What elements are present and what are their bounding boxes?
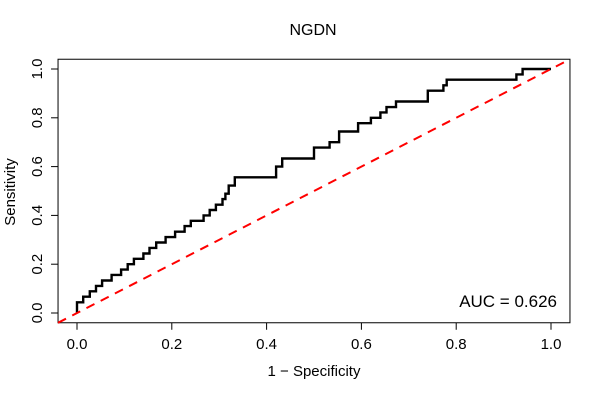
plot-box-border — [57, 58, 571, 324]
y-tick-label: 0.2 — [29, 254, 46, 275]
auc-annotation: AUC = 0.626 — [459, 292, 557, 311]
x-axis-label: 1 − Specificity — [268, 363, 361, 380]
chance-diagonal — [57, 58, 571, 324]
y-axis-label: Sensitivity — [2, 158, 19, 226]
x-tick-label: 0.0 — [67, 336, 88, 353]
chart-title: NGDN — [289, 22, 336, 39]
x-tick-label: 0.8 — [446, 336, 467, 353]
y-tick-label: 1.0 — [29, 59, 46, 80]
y-tick-label: 0.4 — [29, 205, 46, 226]
x-tick-label: 1.0 — [541, 336, 562, 353]
x-tick-label: 0.4 — [256, 336, 277, 353]
x-tick-label: 0.2 — [161, 336, 182, 353]
y-axis-ticks: 0.0 0.2 0.4 0.6 0.8 1.0 — [29, 59, 59, 324]
y-tick-label: 0.6 — [29, 156, 46, 177]
x-axis-ticks: 0.0 0.2 0.4 0.6 0.8 1.0 — [67, 322, 562, 353]
y-tick-label: 0.0 — [29, 303, 46, 324]
y-tick-label: 0.8 — [29, 107, 46, 128]
chart-series — [57, 58, 571, 324]
roc-curve — [75, 67, 551, 313]
x-tick-label: 0.6 — [351, 336, 372, 353]
